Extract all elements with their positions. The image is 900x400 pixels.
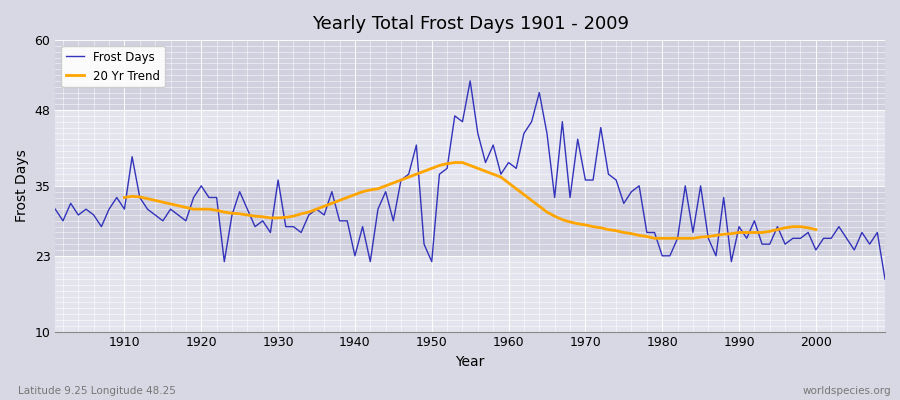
- Bar: [55, 110, 885, 186]
- Frost Days: [879, 277, 890, 282]
- 20 Yr Trend: [203, 207, 214, 212]
- Frost Days: [503, 160, 514, 165]
- Bar: [55, 186, 885, 256]
- 20 Yr Trend: [526, 198, 537, 203]
- 20 Yr Trend: [649, 236, 660, 241]
- Text: Latitude 9.25 Longitude 48.25: Latitude 9.25 Longitude 48.25: [18, 386, 176, 396]
- 20 Yr Trend: [811, 227, 822, 232]
- Frost Days: [464, 78, 475, 83]
- Line: 20 Yr Trend: 20 Yr Trend: [124, 162, 816, 238]
- Frost Days: [281, 224, 292, 229]
- Legend: Frost Days, 20 Yr Trend: Frost Days, 20 Yr Trend: [61, 46, 165, 87]
- X-axis label: Year: Year: [455, 355, 485, 369]
- 20 Yr Trend: [449, 160, 460, 165]
- Frost Days: [50, 207, 60, 212]
- 20 Yr Trend: [281, 215, 292, 220]
- Frost Days: [112, 195, 122, 200]
- Bar: [55, 40, 885, 110]
- Frost Days: [511, 166, 522, 171]
- 20 Yr Trend: [718, 232, 729, 237]
- Frost Days: [603, 172, 614, 176]
- 20 Yr Trend: [803, 226, 814, 230]
- Line: Frost Days: Frost Days: [55, 81, 885, 279]
- 20 Yr Trend: [119, 195, 130, 200]
- Bar: [55, 256, 885, 332]
- Y-axis label: Frost Days: Frost Days: [15, 150, 29, 222]
- Frost Days: [327, 189, 338, 194]
- 20 Yr Trend: [296, 212, 307, 216]
- Text: worldspecies.org: worldspecies.org: [803, 386, 891, 396]
- Title: Yearly Total Frost Days 1901 - 2009: Yearly Total Frost Days 1901 - 2009: [311, 15, 628, 33]
